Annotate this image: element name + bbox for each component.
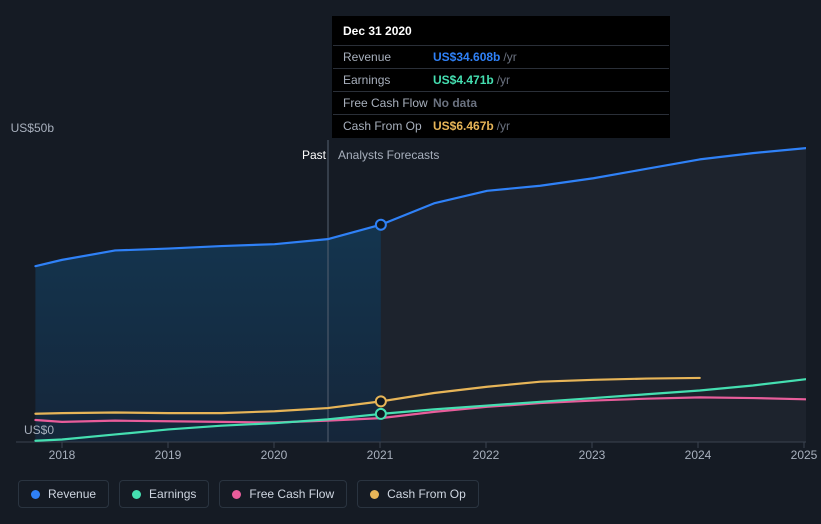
legend-label: Cash From Op: [387, 487, 466, 501]
tooltip-row-earnings: EarningsUS$4.471b/yr: [333, 69, 669, 92]
tooltip-row-cash_from_op: Cash From OpUS$6.467b/yr: [333, 115, 669, 137]
legend-item-revenue[interactable]: Revenue: [18, 480, 109, 508]
x-tick-label: 2024: [685, 448, 712, 462]
legend-label: Revenue: [48, 487, 96, 501]
x-tick-label: 2022: [473, 448, 500, 462]
tooltip-value: US$34.608b: [433, 50, 500, 64]
marker-cash_from_op: [376, 396, 386, 406]
tooltip-label: Free Cash Flow: [343, 96, 433, 110]
x-tick-label: 2020: [261, 448, 288, 462]
tooltip-unit: /yr: [497, 73, 510, 87]
tooltip-value: No data: [433, 96, 477, 110]
y-tick-label: US$0: [24, 423, 54, 437]
tooltip-value: US$4.471b: [433, 73, 494, 87]
tooltip-row-free_cash_flow: Free Cash FlowNo data: [333, 92, 669, 115]
tooltip-unit: /yr: [497, 119, 510, 133]
x-tick-label: 2025: [791, 448, 818, 462]
tooltip-date: Dec 31 2020: [333, 17, 669, 46]
tooltip-unit: /yr: [503, 50, 516, 64]
legend-dot-icon: [232, 490, 241, 499]
tooltip-row-revenue: RevenueUS$34.608b/yr: [333, 46, 669, 69]
past-area: [35, 225, 380, 442]
forecast-label: Analysts Forecasts: [338, 148, 439, 162]
x-tick-label: 2019: [155, 448, 182, 462]
x-tick-label: 2021: [367, 448, 394, 462]
legend-label: Free Cash Flow: [249, 487, 334, 501]
legend-item-cash_from_op[interactable]: Cash From Op: [357, 480, 479, 508]
marker-revenue: [376, 220, 386, 230]
y-tick-label: US$50b: [11, 121, 54, 135]
tooltip-label: Revenue: [343, 50, 433, 64]
legend-dot-icon: [132, 490, 141, 499]
chart-tooltip: Dec 31 2020 RevenueUS$34.608b/yrEarnings…: [332, 16, 670, 138]
chart-legend: Revenue Earnings Free Cash Flow Cash From O…: [18, 480, 479, 508]
tooltip-label: Cash From Op: [343, 119, 433, 133]
x-tick-label: 2018: [49, 448, 76, 462]
legend-label: Earnings: [149, 487, 196, 501]
past-label: Past: [302, 148, 326, 162]
tooltip-label: Earnings: [343, 73, 433, 87]
marker-earnings: [376, 409, 386, 419]
tooltip-value: US$6.467b: [433, 119, 494, 133]
legend-item-free_cash_flow[interactable]: Free Cash Flow: [219, 480, 347, 508]
legend-item-earnings[interactable]: Earnings: [119, 480, 209, 508]
legend-dot-icon: [31, 490, 40, 499]
x-tick-label: 2023: [579, 448, 606, 462]
legend-dot-icon: [370, 490, 379, 499]
